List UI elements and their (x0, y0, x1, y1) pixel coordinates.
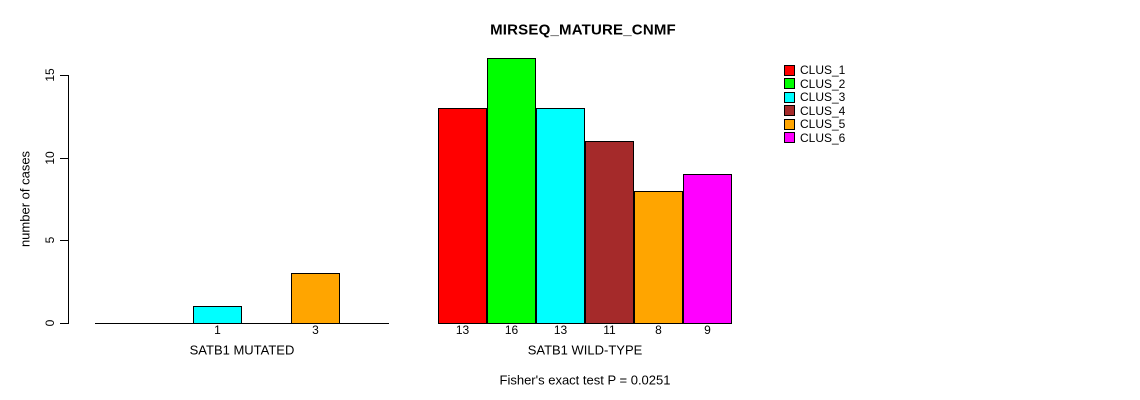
legend-item-clus-3: CLUS_3 (784, 90, 846, 104)
legend-swatch-clus-1 (784, 64, 795, 76)
legend-label: CLUS_5 (800, 117, 846, 131)
bar-satb1-wild-type-clus-4 (585, 141, 634, 324)
legend-item-clus-4: CLUS_4 (784, 103, 846, 118)
y-axis-tick (60, 240, 68, 241)
legend-swatch-clus-4 (784, 105, 795, 116)
bar-value-label: 8 (655, 323, 662, 337)
bar-value-label: 11 (603, 323, 616, 337)
y-axis-tick-label: 10 (43, 151, 57, 165)
legend-label: CLUS_2 (800, 76, 846, 91)
legend-label: CLUS_1 (800, 63, 846, 77)
legend-swatch-clus-3 (784, 91, 795, 103)
legend-label: CLUS_3 (800, 90, 846, 104)
y-axis-tick-label: 15 (43, 68, 57, 82)
legend-label: CLUS_4 (800, 103, 846, 118)
group-label-satb1-wild-type: SATB1 WILD-TYPE (527, 342, 643, 358)
bar-value-label: 9 (704, 323, 711, 337)
legend-item-clus-2: CLUS_2 (784, 76, 846, 91)
bar-satb1-mutated-clus-3 (193, 306, 242, 324)
bar-satb1-wild-type-clus-2 (487, 58, 536, 324)
legend-item-clus-6: CLUS_6 (784, 130, 846, 145)
y-axis-line (68, 75, 69, 324)
y-axis-tick (60, 323, 68, 324)
bar-value-label: 13 (553, 323, 568, 337)
group-baseline-satb1-mutated (95, 323, 389, 324)
group-label-satb1-mutated: SATB1 MUTATED (189, 342, 295, 358)
legend-item-clus-1: CLUS_1 (784, 63, 846, 77)
legend-label: CLUS_6 (800, 130, 846, 145)
legend-item-clus-5: CLUS_5 (784, 117, 846, 131)
y-axis-tick-label: 0 (43, 319, 57, 327)
y-axis-tick (60, 75, 68, 76)
legend-swatch-clus-2 (784, 78, 795, 89)
bar-value-label: 16 (504, 323, 519, 337)
bar-value-label: 13 (455, 323, 470, 337)
y-axis-tick (60, 158, 68, 159)
y-axis-label: number of cases (17, 150, 33, 248)
bar-satb1-wild-type-clus-1 (438, 108, 487, 324)
bar-satb1-wild-type-clus-3 (536, 108, 585, 324)
bar-satb1-wild-type-clus-6 (683, 174, 732, 324)
footnote-fisher-test: Fisher's exact test P = 0.0251 (499, 372, 671, 388)
bar-value-label: 3 (312, 323, 319, 337)
bar-satb1-wild-type-clus-5 (634, 191, 683, 324)
legend-swatch-clus-6 (784, 132, 795, 143)
chart-title: MIRSEQ_MATURE_CNMF (490, 21, 676, 39)
bar-satb1-mutated-clus-5 (291, 273, 340, 324)
y-axis-tick-label: 5 (43, 236, 57, 244)
legend-swatch-clus-5 (784, 118, 795, 130)
bar-value-label: 1 (214, 323, 221, 337)
